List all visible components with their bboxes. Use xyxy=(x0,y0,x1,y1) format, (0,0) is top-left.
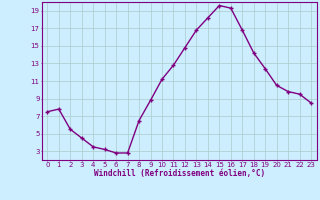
X-axis label: Windchill (Refroidissement éolien,°C): Windchill (Refroidissement éolien,°C) xyxy=(94,169,265,178)
